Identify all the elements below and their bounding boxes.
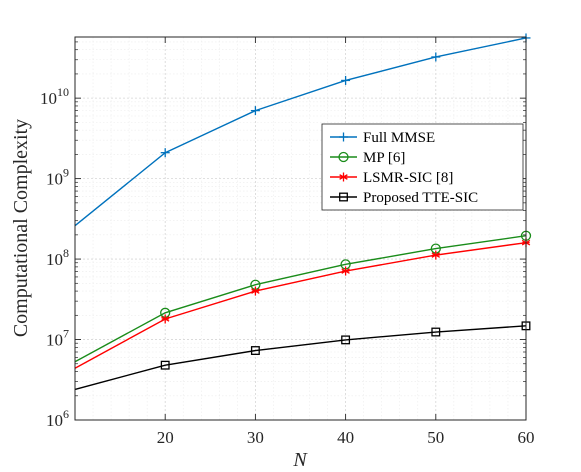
legend-marker bbox=[339, 132, 348, 142]
data-point bbox=[250, 346, 260, 355]
x-tick-label: 60 bbox=[518, 428, 535, 447]
y-tick-label: 109 bbox=[46, 166, 69, 189]
legend-label: Full MMSE bbox=[363, 130, 435, 146]
data-point bbox=[160, 360, 170, 370]
data-point bbox=[431, 52, 441, 62]
plot-frame bbox=[74, 36, 527, 421]
data-point bbox=[341, 75, 351, 85]
x-tick-label: 50 bbox=[427, 428, 444, 447]
series-layer bbox=[74, 33, 532, 391]
tick-marks bbox=[75, 37, 527, 421]
legend: Full MMSE MP [6] LSMR-SIC [8] Proposed TTE-… bbox=[321, 123, 524, 211]
legend-box bbox=[321, 123, 524, 211]
y-tick-label: 107 bbox=[46, 327, 69, 350]
legend-label: LSMR-SIC [8] bbox=[363, 170, 453, 186]
legend-marker bbox=[339, 192, 348, 202]
x-tick-label: 20 bbox=[157, 428, 174, 447]
y-tick-label: 1010 bbox=[40, 85, 69, 108]
x-tick-label: 40 bbox=[337, 428, 354, 447]
legend-entry: Proposed TTE-SIC bbox=[330, 190, 478, 206]
series-2 bbox=[74, 238, 531, 369]
y-axis-label: Computational Complexity bbox=[10, 119, 32, 337]
data-point bbox=[341, 335, 351, 345]
data-point bbox=[251, 286, 260, 296]
series-line bbox=[74, 325, 527, 391]
y-tick-label: 108 bbox=[46, 246, 69, 269]
legend-entry: MP [6] bbox=[330, 150, 405, 166]
x-tick-labels: 20 30 40 50 60 bbox=[157, 428, 535, 447]
series-line bbox=[74, 241, 527, 369]
data-point bbox=[160, 148, 170, 158]
data-point bbox=[250, 106, 260, 116]
series-line bbox=[74, 235, 527, 363]
legend-label: MP [6] bbox=[363, 150, 405, 166]
plot-background bbox=[75, 37, 526, 420]
x-tick-label: 30 bbox=[247, 428, 264, 447]
y-tick-labels: 106 107 108 109 1010 bbox=[40, 85, 69, 430]
y-tick-label: 106 bbox=[46, 407, 69, 430]
legend-marker bbox=[339, 172, 348, 182]
series-line bbox=[74, 37, 527, 227]
data-point bbox=[341, 266, 350, 276]
data-point bbox=[160, 314, 170, 324]
legend-entry: Full MMSE bbox=[330, 130, 435, 146]
data-point bbox=[431, 327, 441, 337]
legend-label: Proposed TTE-SIC bbox=[363, 190, 478, 206]
data-point bbox=[431, 250, 441, 260]
x-axis-label: N bbox=[292, 449, 308, 471]
series-3 bbox=[74, 321, 531, 391]
legend-entry: LSMR-SIC [8] bbox=[330, 170, 453, 186]
legend-marker bbox=[338, 151, 349, 163]
